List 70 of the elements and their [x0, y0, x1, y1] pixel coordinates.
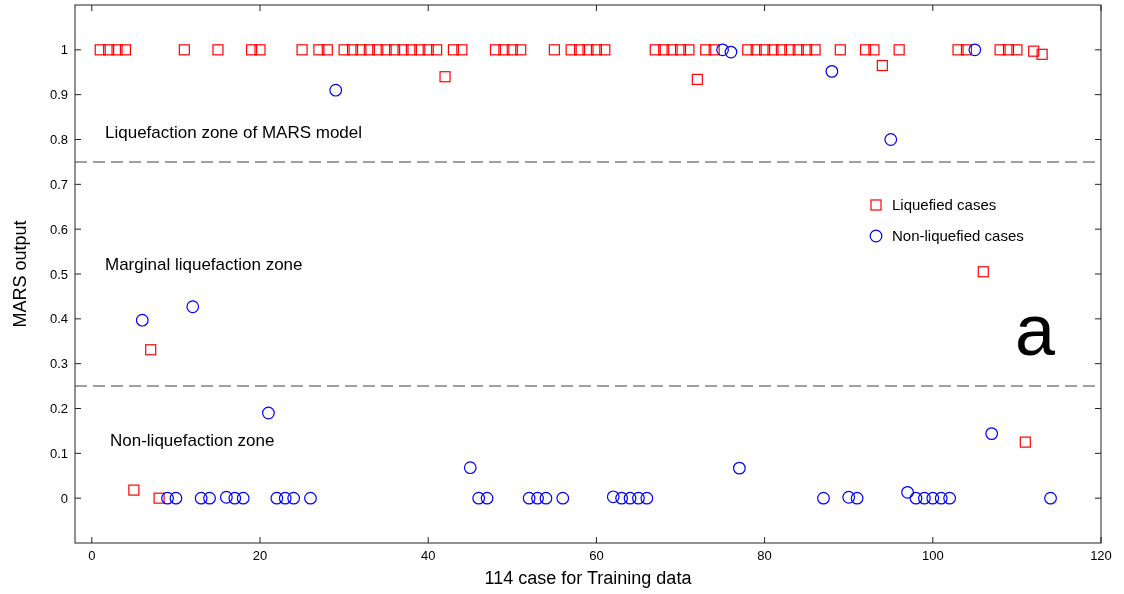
point — [716, 43, 729, 57]
annotation: Liquefaction zone of MARS model — [105, 123, 363, 142]
y-tick-label: 0 — [60, 490, 68, 506]
y-axis-title: MARS output — [10, 220, 30, 328]
y-tick-label: 0.2 — [49, 401, 68, 416]
point — [842, 490, 856, 504]
point — [169, 491, 183, 505]
point — [236, 491, 250, 505]
point — [203, 491, 216, 505]
point — [135, 313, 149, 327]
x-tick-label: 40 — [420, 548, 436, 563]
point — [161, 491, 174, 505]
point — [615, 491, 629, 505]
x-tick-label: 20 — [252, 548, 268, 563]
y-tick-label: 1 — [60, 42, 68, 58]
point — [480, 491, 494, 505]
point — [884, 133, 898, 146]
point — [531, 491, 544, 505]
x-tick-label: 60 — [589, 548, 604, 563]
point — [463, 461, 477, 475]
point — [724, 45, 738, 59]
x-tick-label: 100 — [921, 548, 944, 563]
point — [194, 491, 208, 505]
point — [270, 491, 284, 505]
point — [606, 490, 620, 504]
y-tick-label: 0.5 — [49, 266, 68, 282]
point — [850, 491, 864, 505]
point — [262, 406, 275, 420]
point — [219, 490, 233, 504]
x-tick-label: 80 — [757, 548, 772, 563]
point — [917, 491, 931, 505]
point — [304, 491, 317, 505]
point — [985, 427, 999, 441]
point — [901, 485, 914, 499]
point — [556, 491, 570, 505]
y-tick-label: 0.7 — [49, 176, 68, 192]
y-tick-label: 0.3 — [49, 356, 68, 372]
y-tick-label: 0.9 — [49, 87, 68, 103]
point — [228, 491, 242, 505]
point — [1044, 491, 1057, 505]
point — [539, 491, 553, 505]
point — [632, 491, 645, 505]
legend-label: Liquefied cases — [892, 196, 997, 213]
y-tick-label: 0.8 — [49, 132, 68, 147]
point — [909, 491, 923, 505]
point — [943, 491, 957, 505]
point — [926, 491, 940, 505]
legend-label: Non-liquefied cases — [892, 227, 1024, 244]
y-tick-label: 0.4 — [49, 311, 68, 327]
point — [278, 491, 292, 505]
point — [968, 43, 982, 57]
point — [817, 491, 830, 505]
annotation: Non-liquefaction zone — [110, 431, 275, 450]
point — [825, 64, 839, 78]
point — [640, 491, 654, 505]
point — [934, 491, 948, 505]
point — [186, 300, 200, 314]
y-tick-label: 0.1 — [49, 445, 68, 461]
point — [472, 491, 486, 505]
point — [623, 491, 637, 505]
point — [732, 461, 746, 475]
x-tick-label: 0 — [88, 548, 96, 563]
point — [522, 491, 536, 505]
annotation: Marginal liquefaction zone — [105, 255, 303, 274]
point — [329, 83, 343, 97]
annotation: a — [1015, 290, 1056, 370]
x-tick-label: 120 — [1090, 548, 1112, 563]
x-axis-title: 114 case for Training data — [484, 568, 693, 588]
point — [287, 491, 301, 505]
y-tick-label: 0.6 — [49, 221, 68, 237]
